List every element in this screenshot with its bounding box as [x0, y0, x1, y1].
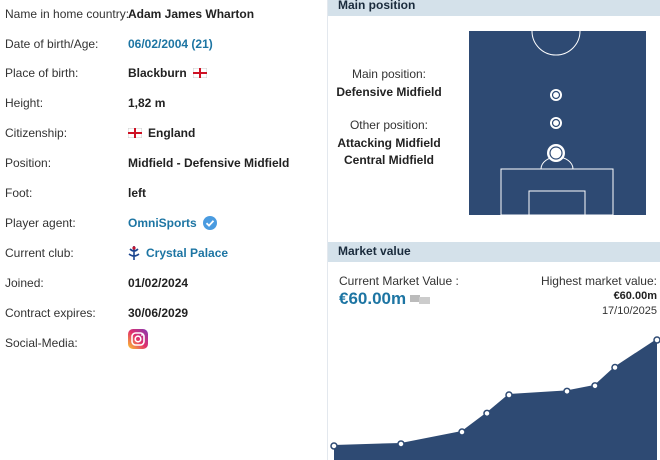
value: 1,82 m — [128, 96, 166, 110]
info-row: Joined: 01/02/2024 — [5, 273, 325, 293]
market-value-point — [483, 409, 491, 418]
label: Height: — [5, 96, 44, 110]
info-row: Name in home country: Adam James Wharton — [5, 4, 325, 24]
label: Foot: — [5, 186, 33, 200]
market-value-point — [458, 428, 466, 436]
info-row: Contract expires: 30/06/2029 — [5, 303, 325, 323]
info-row: Social-Media: — [5, 329, 325, 353]
instagram-icon[interactable] — [128, 329, 148, 349]
highest-value-date: 17/10/2025 — [601, 305, 657, 317]
market-value-chart — [330, 336, 660, 460]
label: Joined: — [5, 276, 44, 290]
value: England — [148, 126, 196, 140]
value-link[interactable]: Crystal Palace — [146, 246, 229, 260]
info-row: Citizenship: England — [5, 123, 325, 143]
value: Blackburn — [128, 66, 187, 80]
value: 01/02/2024 — [128, 276, 189, 290]
label: Position: — [5, 156, 52, 170]
value-group — [128, 329, 148, 349]
label: Place of birth: — [5, 66, 79, 80]
market-value-point — [397, 440, 405, 448]
market-value-point — [563, 387, 571, 396]
side-panel: Main position Main position: Defensive M… — [327, 0, 660, 460]
current-value-label: Current Market Value : — [339, 274, 459, 288]
other-position: Attacking Midfield — [337, 136, 441, 150]
label: Contract expires: — [5, 306, 96, 320]
trend-icon — [410, 295, 431, 304]
market-value-point — [591, 382, 599, 390]
main-position-label: Main position: — [351, 67, 427, 81]
section-header: Main position — [328, 0, 660, 16]
market-value-area — [334, 340, 657, 460]
label: Player agent: — [5, 216, 76, 230]
value-link[interactable]: 06/02/2004 (21) — [128, 37, 213, 51]
value-group: Crystal Palace — [128, 243, 228, 263]
market-value-point — [505, 391, 513, 399]
player-info: Name in home country: Adam James Wharton … — [0, 0, 325, 460]
market-value-point — [653, 336, 660, 344]
current-value: €60.00m — [339, 289, 407, 308]
verified-icon — [202, 216, 217, 230]
flag-icon — [128, 128, 142, 138]
flag-icon — [192, 68, 207, 78]
info-row: Place of birth: Blackburn — [5, 63, 325, 83]
main-position: Defensive Midfield — [336, 85, 442, 99]
label: Date of birth/Age: — [5, 37, 99, 51]
market-value-point — [330, 442, 338, 450]
pitch — [468, 30, 647, 216]
current-value-group: €60.00m — [339, 289, 432, 309]
value-link[interactable]: OmniSports — [128, 216, 197, 230]
highest-value-box: Highest market value: €60.00m 17/10/2025 — [541, 274, 657, 319]
info-row: Date of birth/Age: 06/02/2004 (21) — [5, 34, 325, 54]
other-position-label: Other position: — [349, 118, 429, 132]
value: left — [128, 186, 146, 200]
club-icon — [128, 246, 140, 260]
info-row: Height: 1,82 m — [5, 93, 325, 113]
value-group: OmniSports — [128, 213, 217, 233]
market-value-point — [611, 363, 619, 372]
other-position: Central Midfield — [343, 153, 434, 167]
info-row: Foot: left — [5, 183, 325, 203]
value-group: Blackburn — [128, 63, 207, 83]
section-header: Market value — [328, 242, 660, 262]
info-row: Position: Midfield - Defensive Midfield — [5, 153, 325, 173]
highest-value-label: Highest market value: — [540, 274, 657, 288]
value: 30/06/2029 — [128, 306, 189, 320]
label: Name in home country: — [5, 7, 130, 21]
highest-value: €60.00m — [613, 290, 657, 302]
label: Citizenship: — [5, 126, 68, 140]
info-row: Player agent: OmniSports — [5, 213, 325, 233]
value: Adam James Wharton — [128, 7, 255, 21]
info-row: Current club: Crystal Palace — [5, 243, 325, 263]
label: Social-Media: — [5, 336, 78, 350]
value: Midfield - Defensive Midfield — [128, 156, 290, 170]
label: Current club: — [5, 246, 74, 260]
value-group: England — [128, 123, 195, 143]
